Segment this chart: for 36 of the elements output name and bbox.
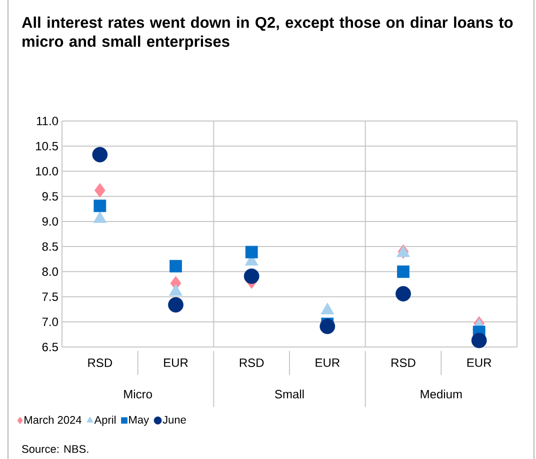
text: Small: [275, 390, 304, 398]
y-tick-label: 11.0: [36, 116, 58, 126]
y-tick-label: 8.5: [42, 242, 58, 251]
point: [245, 246, 258, 258]
x-tick-label: RSD: [88, 358, 112, 368]
y-tick-label: 8.0: [42, 267, 58, 276]
point: [320, 318, 336, 334]
chart-title: All interest rates went down in Q2, except those on dinar loans to micro and small enterprises: [22, 16, 513, 50]
point: [168, 297, 184, 313]
y-tick-label: 10.0: [36, 166, 58, 176]
y-tick-label: 7.0: [42, 318, 58, 326]
point: [92, 146, 108, 162]
legend-label: March 2024: [24, 416, 82, 424]
x-tick-label: EUR: [316, 358, 340, 367]
text: Micro: [124, 390, 152, 398]
y-tick-label: 9.0: [42, 217, 58, 226]
x-tick-label: EUR: [467, 358, 492, 367]
text: Medium: [420, 390, 462, 398]
x-tick-label: RSD: [392, 358, 416, 368]
point: [244, 268, 260, 284]
legend-label: April: [94, 416, 116, 426]
x-tick-label: RSD: [240, 358, 264, 368]
y-tick-label: 9.5: [42, 192, 58, 201]
x-tick-label: EUR: [164, 358, 188, 367]
y-tick-label: 6.5: [42, 342, 58, 352]
point: [94, 183, 106, 198]
point: [94, 200, 106, 212]
point: [471, 332, 487, 348]
y-tick-label: 7.5: [42, 292, 58, 301]
legend-label: June: [162, 416, 186, 424]
point: [396, 286, 411, 302]
legend-label: May: [129, 416, 150, 426]
y-tick-label: 10.5: [36, 142, 58, 150]
point: [170, 260, 182, 272]
point: [397, 265, 410, 278]
source-note: Source: NBS.: [22, 445, 88, 453]
